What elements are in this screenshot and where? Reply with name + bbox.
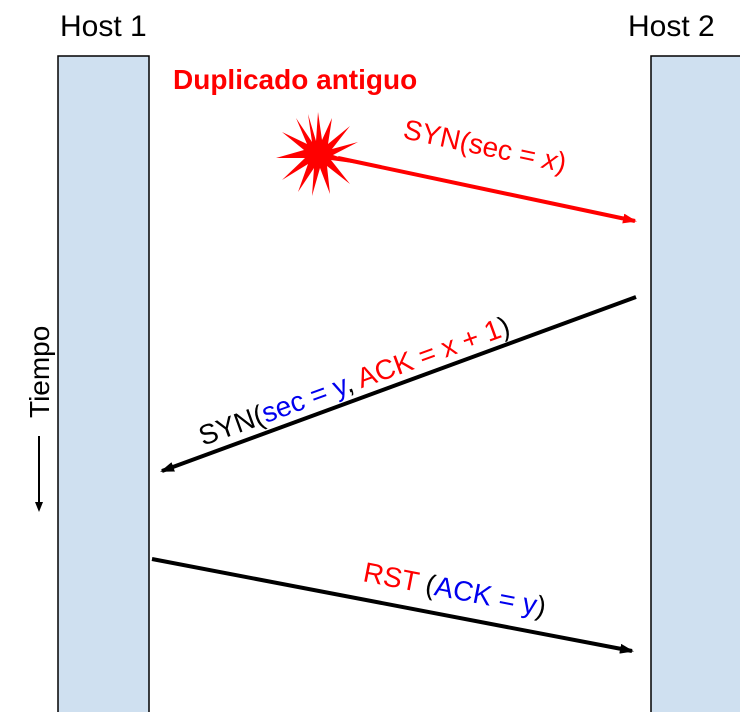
rst-arrow xyxy=(151,557,634,654)
time-arrow-head-icon xyxy=(35,502,43,512)
old-syn-seq-expr: sec = xyxy=(466,127,546,173)
rst-label: RST (ACK = y) xyxy=(361,556,549,622)
rst-ack-expr: ACK = y xyxy=(432,570,539,620)
host-2-label: Host 2 xyxy=(628,10,715,43)
host-2-timeline xyxy=(650,55,740,712)
syn-reply-label: SYN(sec = y, ACK = x + 1) xyxy=(194,310,513,452)
svg-text:SYN(sec = x): SYN(sec = x) xyxy=(401,114,570,179)
host-1-timeline xyxy=(57,55,150,712)
syn-reply-arrow xyxy=(160,295,637,473)
rst-open: ( xyxy=(415,567,438,601)
time-axis: Tiempo xyxy=(24,326,55,512)
time-label: Tiempo xyxy=(24,326,55,418)
old-syn-arrow xyxy=(337,156,637,224)
old-syn-prefix: SYN( xyxy=(401,114,474,158)
svg-text:RST (ACK = y): RST (ACK = y) xyxy=(361,556,549,622)
rst-keyword: RST xyxy=(361,556,422,597)
starburst-icon xyxy=(276,112,360,196)
old-syn-seq-var: x xyxy=(538,143,561,177)
svg-text:SYN(sec = y, ACK = x + 1): SYN(sec = y, ACK = x + 1) xyxy=(194,310,513,452)
old-syn-label: SYN(sec = x) xyxy=(401,114,570,179)
old-duplicate-label: Duplicado antiguo xyxy=(173,64,417,95)
host-1-label: Host 1 xyxy=(60,10,147,43)
